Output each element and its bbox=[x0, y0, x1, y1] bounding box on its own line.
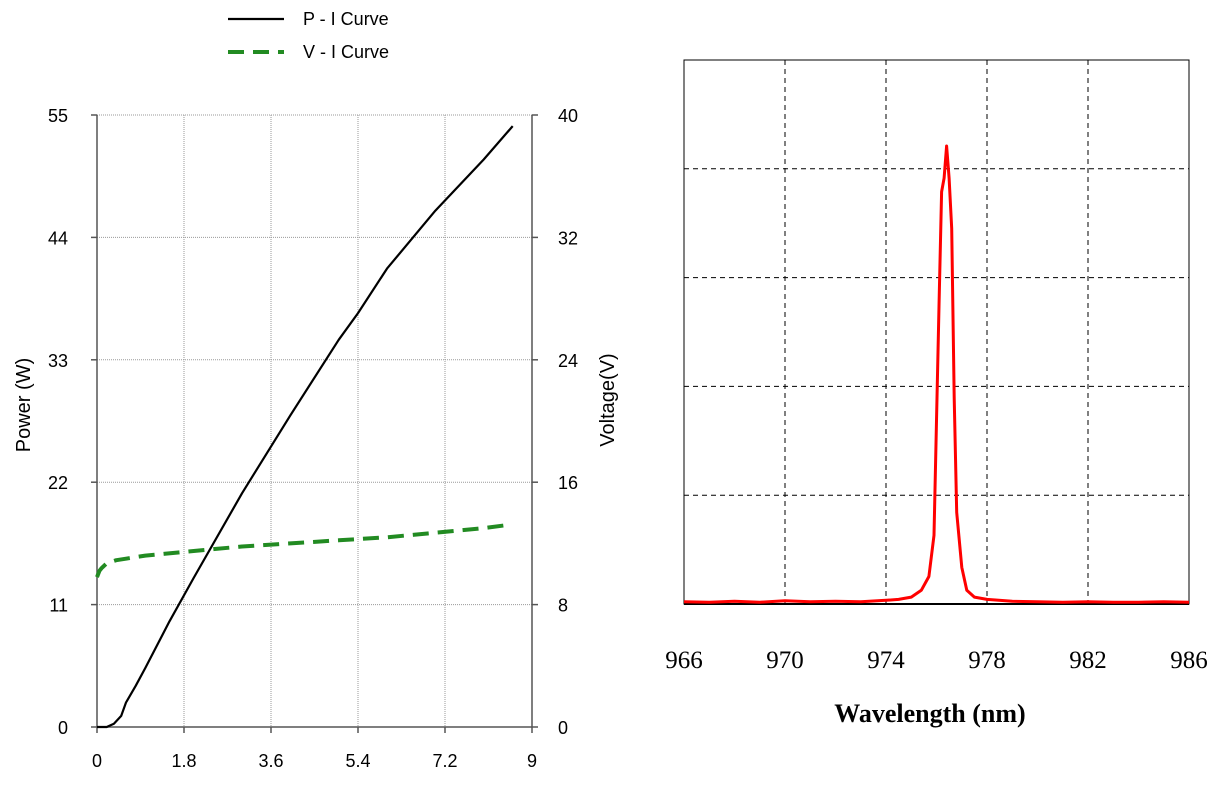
y-tick-label: 11 bbox=[49, 596, 68, 616]
spectrum-chart: 966 970 974 978 982 986 Wavelength (nm) bbox=[665, 59, 1208, 728]
x-tick-label: 1.8 bbox=[171, 751, 196, 771]
legend: P - I Curve V - I Curve bbox=[228, 9, 389, 62]
pi-curve-line bbox=[97, 125, 514, 729]
x-tick-label: 986 bbox=[1170, 647, 1208, 674]
plot-border bbox=[683, 59, 1190, 605]
pi-vi-chart: P - I Curve V - I Curve 0 1.8 3.6 5.4 7.2 9 0 11… bbox=[13, 9, 619, 771]
y-tick-label: 44 bbox=[48, 228, 68, 248]
y2-tick-label: 24 bbox=[558, 351, 578, 371]
y-tick-label: 0 bbox=[58, 718, 68, 738]
y2-tick-label: 8 bbox=[558, 596, 568, 616]
legend-label: V - I Curve bbox=[303, 42, 389, 62]
legend-label: P - I Curve bbox=[303, 9, 389, 29]
y2-tick-label: 0 bbox=[558, 718, 568, 738]
x-tick-label: 974 bbox=[867, 647, 905, 674]
x-tick-label: 970 bbox=[766, 647, 804, 674]
series-layer bbox=[95, 125, 514, 729]
y-tick-label: 55 bbox=[48, 106, 68, 126]
tick-labels: 0 1.8 3.6 5.4 7.2 9 0 11 22 33 44 55 0 8 16 24 32 40 bbox=[48, 106, 578, 771]
x-tick-label: 3.6 bbox=[258, 751, 283, 771]
y2-axis-label: Voltage(V) bbox=[597, 353, 619, 446]
tick-labels: 966 970 974 978 982 986 bbox=[665, 647, 1208, 674]
y-tick-label: 22 bbox=[48, 473, 68, 493]
x-tick-label: 982 bbox=[1069, 647, 1107, 674]
plot-frame bbox=[683, 59, 1190, 605]
spectrum-line bbox=[683, 144, 1190, 604]
grid bbox=[684, 60, 1189, 604]
x-tick-label: 9 bbox=[527, 751, 537, 771]
x-tick-label: 7.2 bbox=[432, 751, 457, 771]
series-layer bbox=[683, 144, 1190, 604]
y-axis-label: Power (W) bbox=[13, 358, 35, 452]
x-axis-label: Wavelength (nm) bbox=[834, 699, 1025, 728]
y-tick-label: 33 bbox=[48, 351, 68, 371]
x-tick-label: 966 bbox=[665, 647, 703, 674]
vi-curve-line bbox=[95, 523, 509, 578]
grid bbox=[97, 114, 532, 727]
x-tick-label: 978 bbox=[968, 647, 1006, 674]
x-tick-label: 0 bbox=[92, 751, 102, 771]
y2-tick-label: 16 bbox=[558, 473, 578, 493]
x-tick-label: 5.4 bbox=[345, 751, 370, 771]
y2-tick-label: 40 bbox=[558, 106, 578, 126]
plot-frame bbox=[91, 114, 538, 733]
y2-tick-label: 32 bbox=[558, 228, 578, 248]
